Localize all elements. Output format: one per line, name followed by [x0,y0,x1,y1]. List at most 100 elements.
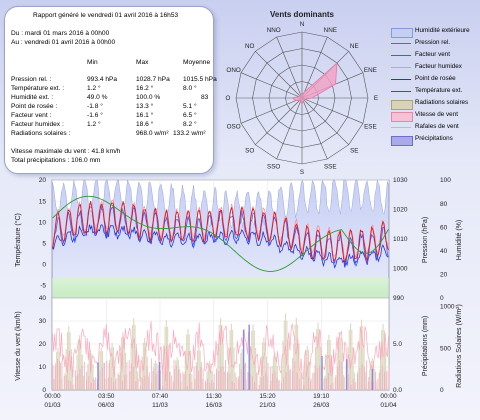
solar-bar [140,376,142,390]
rose-direction-label: N [300,21,305,28]
solar-bar [293,343,295,390]
legend-label: Rafales de vent [415,123,459,130]
solar-bar [325,354,327,390]
solar-bar [381,330,383,390]
solar-bar [278,380,280,390]
wind-speed-bar [274,371,276,390]
legend-item: Radiations solaires [388,98,480,110]
row-max: 13.3 ° [136,103,154,110]
solar-bar [174,369,176,390]
legend-item: Point de rosée [388,74,480,86]
solar-bar [200,362,202,390]
wind-speed-bar [341,362,343,390]
legend-item: Température ext. [388,86,480,98]
solar-bar [209,360,211,390]
pressure-tick: 1030 [393,177,408,184]
wind-speed-bar [307,377,309,390]
solar-bar [218,324,220,390]
wind-speed-bar [155,374,157,390]
temperature-tick: 20 [39,177,47,184]
solar-bar [294,324,296,390]
humidity-tick: 60 [440,224,448,231]
wind-speed-bar [294,361,296,390]
solar-bar [281,370,283,390]
wind-speed-bar [301,372,303,390]
rose-direction-label: SSO [267,164,280,171]
wind-speed-bar [325,377,327,390]
precip-bar [97,362,99,390]
solar-bar [383,330,385,390]
wind-speed-bar [366,360,368,390]
legend-label: Pression rel. [415,39,450,46]
solar-bar [156,363,158,390]
wind-speed-bar [319,365,321,390]
solar-bar [335,375,337,390]
wind-speed-bar [352,379,354,390]
wind-speed-bar [169,371,170,390]
solar-bar [299,371,301,390]
rose-direction-label: ESE [364,124,377,131]
solar-bar [80,340,82,390]
x-tick-date: 21/03 [259,402,276,409]
legend-swatch [391,28,413,38]
wind-speed-bar [202,368,204,390]
wind-speed-bar [386,370,388,390]
solar-bar [374,369,376,390]
row-avg: 5.1 ° [183,103,197,110]
wind-speed-bar [310,381,312,390]
row-min: 1.2 ° [87,121,101,128]
solar-bar [228,347,230,390]
wind-speed-bar [323,378,325,390]
temperature-tick: 5 [42,240,46,247]
wind-speed-bar [104,362,105,390]
legend-item: Facteur vent [388,50,480,62]
wind-speed-bar [238,376,240,390]
precip-tick: 5.0 [393,341,402,348]
solar-bar [186,334,188,390]
wind-speed-bar [189,373,191,390]
wind-speed-bar [388,365,390,390]
wind-rose-title: Vents dominants [270,10,335,19]
legend: Humidité extérieure Pression rel. Facteu… [388,26,480,146]
legend-swatch [391,136,413,146]
solar-bar [56,351,58,390]
solar-bar [64,373,66,390]
wind-speed-bar [265,372,267,390]
row-min: -1.6 ° [87,112,103,119]
solar-bar [244,363,246,390]
wind-gust-line [52,321,389,383]
wind-speed-bar [77,374,79,390]
solar-tick: 0 [440,387,444,394]
wind-speed-bar [292,358,294,390]
solar-bar [142,342,144,390]
wind-speed-bar [267,362,269,390]
solar-bar [72,373,74,390]
rose-direction-label: NO [245,43,255,50]
wind-speed-bar [70,381,72,390]
wind-speed-bar [236,377,238,390]
wind-speed-bar [92,377,94,390]
x-tick-date: 06/03 [98,402,115,409]
wind-speed-bar [135,381,137,390]
solar-bar [233,347,235,390]
solar-bar [119,352,121,390]
wind-speed-tick: 10 [39,364,47,371]
legend-swatch [391,79,411,80]
legend-label: Précipitations [415,135,453,142]
wind-speed-bar [285,372,287,390]
solar-bar [237,379,239,390]
wind-speed-bar [303,384,305,390]
below-zero-area [52,278,389,298]
wind-speed-bar [348,374,350,390]
row-label: Facteur vent : [11,112,52,119]
solar-bar [77,340,79,390]
wind-speed-bar [381,366,383,390]
wind-speed-bar [249,374,251,390]
wind-speed-bar [128,360,130,390]
solar-bar [253,330,255,390]
wind-speed-bar [233,382,235,390]
temperature-axis-label: Température (°C) [14,213,22,267]
solar-bar [118,375,120,390]
wind-speed-bar [240,369,242,390]
solar-bar [359,326,361,390]
